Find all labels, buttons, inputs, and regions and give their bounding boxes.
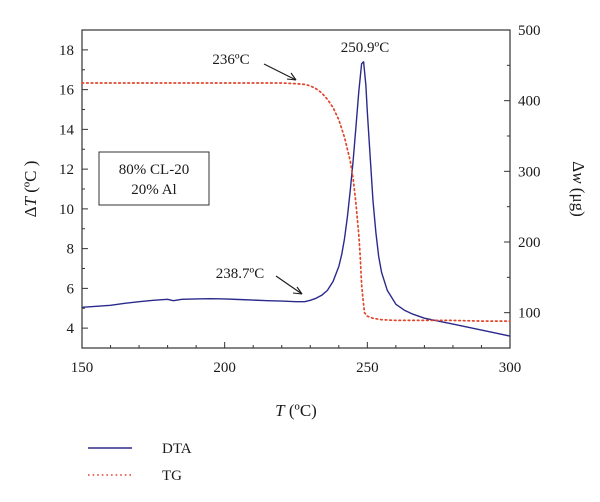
- y-right-tick-label: 300: [518, 164, 541, 180]
- series-layer: [81, 61, 511, 337]
- y-axis-right: 100 200 300 400 500: [504, 23, 541, 322]
- legend-dta-label: DTA: [162, 441, 192, 457]
- y-left-tick-label: 16: [59, 83, 75, 99]
- x-axis-title: T (ºC): [275, 401, 317, 420]
- legend-tg-label: TG: [162, 468, 182, 484]
- y-axis-left: 4 6 8 10 12 14 16 18: [59, 43, 88, 337]
- x-tick-label: 300: [499, 360, 522, 376]
- composition-line-1: 80% CL-20: [119, 162, 189, 178]
- annotation-238-arrow: [275, 275, 303, 295]
- y-right-tick-label: 500: [518, 23, 541, 39]
- y-left-tick-label: 14: [59, 122, 75, 138]
- x-tick-label: 150: [71, 360, 94, 376]
- y-right-tick-label: 100: [518, 306, 541, 322]
- annotation-236-label: 236ºC: [212, 52, 249, 68]
- y-axis-left-title: ΔT (ºC ): [21, 161, 40, 218]
- y-left-tick-label: 10: [59, 202, 74, 218]
- annotation-236: 236ºC: [212, 52, 297, 81]
- y-right-tick-label: 400: [518, 94, 541, 110]
- annotation-238-arrowhead-icon: [292, 286, 303, 295]
- x-tick-label: 250: [356, 360, 379, 376]
- y-left-tick-label: 12: [59, 162, 74, 178]
- composition-box: 80% CL-20 20% Al: [98, 151, 210, 206]
- y-left-tick-label: 6: [67, 281, 75, 297]
- y-left-tick-label: 4: [67, 321, 75, 337]
- composition-box-frame: [98, 151, 210, 206]
- x-axis: 150 200 250 300: [71, 342, 522, 376]
- y-left-tick-label: 8: [67, 242, 75, 258]
- annotation-238: 238.7ºC: [216, 266, 303, 295]
- annotation-250-label: 250.9ºC: [341, 40, 389, 56]
- composition-line-2: 20% Al: [131, 182, 176, 198]
- annotation-250: 250.9ºC: [341, 40, 389, 56]
- y-left-tick-label: 18: [59, 43, 74, 59]
- annotation-236-arrow: [263, 63, 297, 81]
- x-tick-label: 200: [213, 360, 236, 376]
- y-right-tick-label: 200: [518, 235, 541, 251]
- legend: DTA TG: [88, 441, 192, 484]
- series-dta-line: [81, 61, 511, 337]
- y-axis-right-title: Δw (μg): [569, 161, 588, 216]
- annotation-236-arrowhead-icon: [286, 72, 297, 81]
- series-tg-line: [81, 82, 511, 322]
- annotation-238-label: 238.7ºC: [216, 266, 264, 282]
